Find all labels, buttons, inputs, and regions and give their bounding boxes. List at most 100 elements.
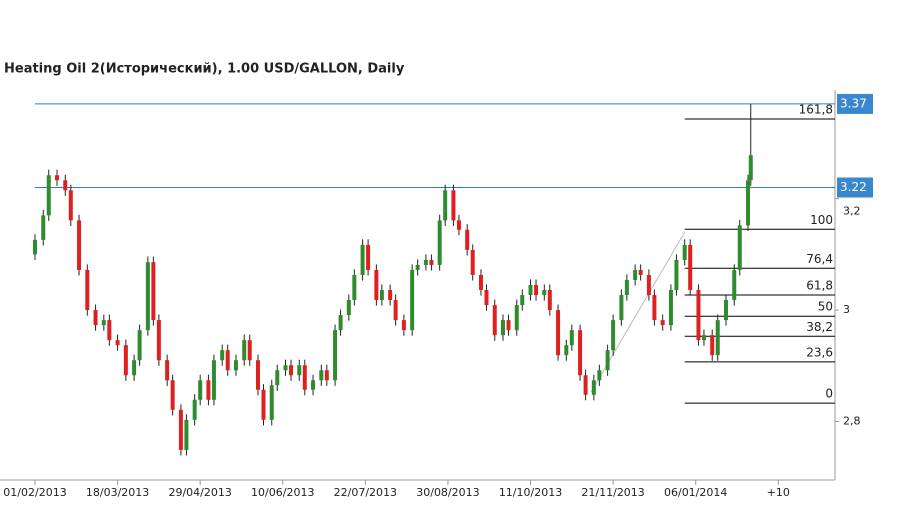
candle-body [633,269,638,280]
price-tag [837,93,873,114]
candle-body [478,274,483,291]
x-tick-label: 01/02/2013 [3,486,66,499]
candle-body [33,239,37,255]
candle-body [443,190,448,221]
candle-body [333,330,338,381]
candle-body [470,249,475,275]
candle-body [437,220,442,265]
fib-label: 100 [810,213,833,227]
candle-body [583,375,588,395]
candle-body [748,155,753,181]
candle-body [261,389,266,420]
candle-body [77,220,82,270]
x-tick-label: 06/01/2014 [664,486,727,499]
candle-body [547,290,552,311]
candle-body [456,220,461,230]
candle-body [319,370,324,381]
candle-body [379,290,384,301]
candle-body [605,350,610,371]
x-tick-label: +10 [767,486,790,499]
candle-body [746,180,751,226]
x-tick-label: 18/03/2013 [86,486,149,499]
candle-body [46,175,51,216]
candle-body [123,345,128,376]
candle-body [401,320,406,331]
candle-body [619,295,624,321]
candle-body [484,290,489,306]
candle-body [192,399,197,420]
candle-body [225,350,230,371]
candle-body [151,262,156,321]
fib-label: 0 [825,387,833,401]
candle-body [220,350,225,361]
candle-body [556,310,561,356]
candle-body [710,335,715,356]
candle-body [137,330,142,361]
candle-body [93,310,98,326]
fib-label: 161,8 [799,102,833,116]
candle-body [542,290,547,296]
candle-body [242,340,247,361]
candle-body [178,409,183,450]
candle-body [198,380,203,400]
candle-body [211,360,216,400]
candle-body [115,340,120,346]
candle-body [492,305,497,336]
candle-body [646,274,651,296]
candle-body [696,290,701,341]
candle-body [297,365,302,376]
candle-body [429,259,434,265]
y-tick-label: 3 [843,303,850,316]
candle-body [101,320,106,326]
candle-body [184,419,189,450]
candle-body [374,269,379,301]
candle-body [528,285,533,296]
candle-body [275,370,280,386]
candle-body [302,365,307,390]
x-tick-label: 30/08/2013 [416,486,479,499]
candle-body [311,380,316,390]
fib-label: 23,6 [806,345,833,359]
candle-body [578,330,583,376]
candle-body [145,262,150,331]
candle-body [652,295,657,321]
candle-body [346,300,351,316]
candle-body [597,370,602,381]
y-tick-label: 2,8 [843,415,861,428]
candle-body [624,279,629,296]
candle-body [85,269,90,311]
candle-body [55,175,60,181]
candle-body [715,320,720,356]
chart-title: Heating Oil 2(Исторический), 1.00 USD/GA… [4,62,405,77]
candle-body [506,320,511,331]
candle-body [668,290,673,326]
candle-body [247,340,252,361]
price-tag-label: 3.22 [840,180,867,194]
candle-body [63,180,68,191]
candle-body [410,269,415,331]
candle-body [338,315,343,331]
candle-body [206,380,211,400]
candle-body [674,259,679,291]
candle-body [514,305,519,331]
price-tag-label: 3.37 [840,96,867,110]
candle-body [283,365,288,371]
x-tick-label: 21/11/2013 [581,486,644,499]
candle-body [289,365,294,376]
candle-body [393,300,398,321]
candle-body [165,360,170,381]
candle-body [638,269,643,275]
candle-body [688,244,693,291]
candle-body [737,225,742,270]
fib-label: 61,8 [806,279,833,293]
candle-body [611,320,616,351]
candle-body [388,290,393,301]
fib-label: 38,2 [806,320,833,334]
candle-body [520,295,525,306]
candle-body [591,380,596,395]
candle-body [723,300,728,321]
candle-body [41,215,46,240]
x-tick-label: 11/10/2013 [499,486,562,499]
candle-body [352,274,357,301]
